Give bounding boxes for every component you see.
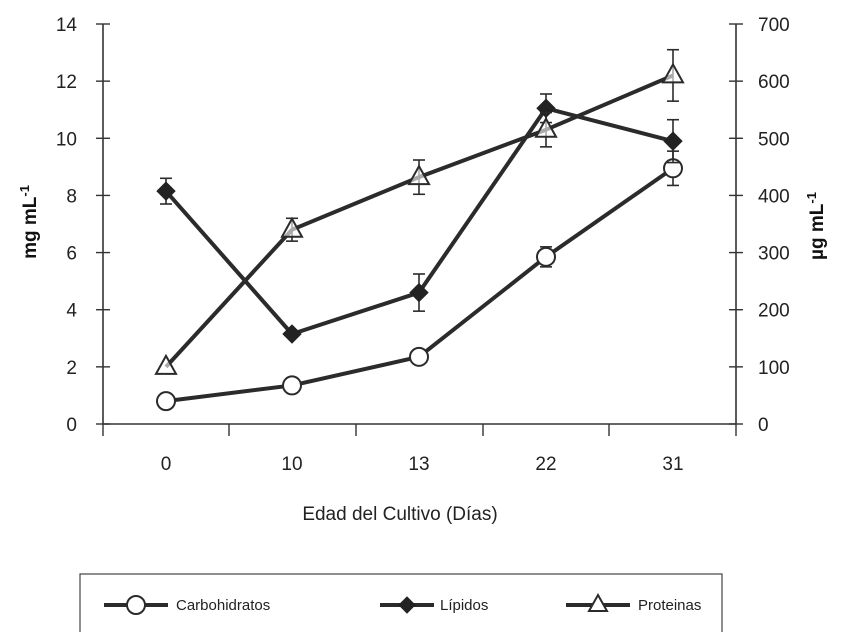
y-right-title: µg mL (807, 203, 828, 260)
legend-item-carbohidratos: Carbohidratos (104, 595, 270, 615)
y-right-tick-label: 600 (758, 72, 790, 93)
y-right-tick-label: 200 (758, 301, 790, 322)
y-left-title: mg mL (20, 196, 41, 259)
legend-item-lipidos: Lípidos (380, 596, 488, 614)
y-right-tick-label: 700 (758, 15, 790, 36)
data-point-proteinas (407, 164, 431, 186)
data-point-carbohidratos (536, 246, 556, 267)
data-point-proteinas (661, 62, 685, 84)
y-left-tick-label: 12 (56, 72, 77, 93)
y-right-tick-label: 300 (758, 244, 790, 265)
x-tick-label: 31 (662, 454, 683, 475)
y-left-tick-label: 14 (56, 15, 78, 36)
y-left-tick-label: 4 (66, 301, 77, 322)
x-tick-label: 0 (161, 454, 172, 475)
axes: 0 2 4 6 8 10 12 14 0 100 200 300 400 500 600 700 0 10 13 22… (56, 15, 790, 475)
y-left-title-group: mg mL-1 (17, 185, 41, 259)
y-right-title-group: µg mL-1 (804, 192, 828, 260)
y-right-tick-label: 100 (758, 358, 790, 379)
data-point-carbohidratos (409, 346, 429, 367)
legend-marker-lipidos (398, 596, 416, 614)
data-point-proteinas (280, 216, 304, 238)
y-left-tick-label: 0 (66, 415, 77, 436)
legend-item-proteinas: Proteinas (566, 592, 701, 614)
series-proteinas (154, 48, 685, 375)
svg-text:mg mL-1: mg mL-1 (17, 185, 41, 259)
data-point-carbohidratos (156, 391, 176, 412)
y-right-tick-label: 400 (758, 186, 790, 207)
legend-marker-carbohidratos (126, 595, 146, 615)
legend-label-carbohidratos: Carbohidratos (176, 597, 270, 614)
data-point-lipidos (282, 324, 302, 344)
series-layer (154, 48, 685, 412)
x-axis-title: Edad del Cultivo (Días) (302, 504, 497, 525)
y-left-tick-label: 8 (66, 186, 77, 207)
data-point-proteinas (154, 353, 178, 375)
y-right-tick-label: 500 (758, 129, 790, 150)
legend-label-lipidos: Lípidos (440, 597, 488, 614)
y-left-tick-label: 2 (66, 358, 77, 379)
legend-marker-proteinas (587, 592, 609, 612)
y-left-tick-label: 6 (66, 244, 77, 265)
y-left-tick-label: 10 (56, 129, 77, 150)
legend-label-proteinas: Proteinas (638, 597, 701, 614)
svg-text:µg mL-1: µg mL-1 (804, 192, 828, 260)
data-point-lipidos (409, 282, 429, 303)
x-tick-label: 13 (408, 454, 429, 475)
y-right-tick-label: 0 (758, 415, 769, 436)
y-right-title-sup: -1 (804, 192, 819, 204)
x-tick-label: 10 (281, 454, 302, 475)
legend: Carbohidratos Lípidos Proteinas (79, 573, 723, 632)
data-point-lipidos (156, 181, 176, 201)
data-point-proteinas (534, 116, 558, 138)
y-left-title-sup: -1 (17, 185, 32, 197)
series-carbohidratos (156, 150, 683, 412)
data-point-carbohidratos (282, 375, 302, 396)
data-point-lipidos (663, 131, 683, 151)
x-tick-label: 22 (535, 454, 556, 475)
